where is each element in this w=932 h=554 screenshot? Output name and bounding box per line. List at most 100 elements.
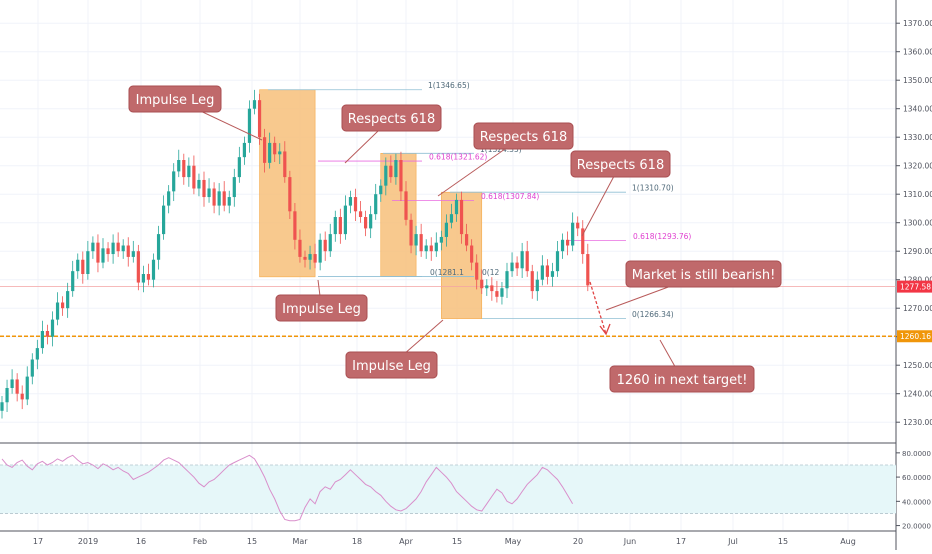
candle-body [50, 319, 55, 337]
candle-body [470, 245, 474, 263]
callout-impulse-1: Impulse Leg [136, 93, 215, 108]
time-tick-label: 17 [33, 537, 43, 546]
candle-body [263, 137, 267, 163]
time-tick-label: May [505, 537, 522, 546]
candle-body [10, 379, 14, 388]
candle-body [61, 302, 65, 309]
candle-body [545, 265, 549, 277]
candle-body [348, 197, 353, 206]
fib-label: 0(1266.34) [632, 310, 674, 319]
candle-body [520, 251, 524, 269]
candle-body [581, 228, 585, 255]
candle-body [389, 165, 393, 178]
candle-body [212, 188, 216, 206]
candle-body [449, 214, 454, 223]
candle-body [404, 191, 408, 220]
candle-body [490, 285, 494, 292]
candle-body [25, 376, 29, 400]
rsi-tick-label: 40.0000 [902, 498, 931, 506]
callout-bearish: Market is still bearish! [632, 268, 776, 283]
callout-respects-2: Respects 618 [480, 130, 567, 145]
candle-body [15, 379, 19, 394]
candle-body [76, 259, 80, 272]
callout-respects-3: Respects 618 [577, 158, 664, 173]
candle-body [182, 160, 186, 178]
candle-body [121, 245, 125, 252]
candle-body [338, 217, 342, 235]
candle-body [399, 160, 403, 192]
price-tick-label: 1270.00 [903, 304, 932, 313]
candle-body [217, 191, 221, 206]
candle-body [576, 222, 580, 229]
time-tick-label: Feb [193, 537, 207, 546]
price-tick-label: 1300.00 [903, 219, 932, 228]
rsi-tick-label: 80.0000 [902, 450, 931, 458]
candle-body [177, 160, 181, 172]
time-tick-label: Aug [840, 537, 856, 546]
candle-body [96, 242, 100, 263]
candle-body [162, 205, 166, 235]
impulse-zone-1 [259, 89, 316, 278]
candle-body [414, 234, 418, 246]
price-tick-label: 1360.00 [903, 48, 932, 57]
candle-body [328, 234, 332, 252]
callout-respects-1: Respects 618 [348, 112, 435, 127]
candle-body [131, 251, 135, 257]
price-tick-label: 1280.00 [903, 276, 932, 285]
time-tick-label: 15 [452, 537, 462, 546]
fib-label: 0.618(1307.84) [481, 192, 539, 201]
candle-body [252, 100, 257, 109]
callout-impulse-2: Impulse Leg [282, 302, 361, 317]
candle-body [353, 197, 358, 212]
candle-body [480, 279, 484, 289]
projection-arrowhead [599, 323, 611, 336]
candle-body [232, 177, 236, 198]
fib-label: 0.618(1293.76) [633, 232, 691, 241]
candle-body [560, 239, 565, 252]
price-tick-label: 1370.00 [903, 19, 932, 28]
candle-body [126, 245, 130, 257]
candle-body [151, 259, 156, 280]
candle-body [465, 234, 469, 246]
candle-body [247, 108, 252, 143]
candle-body [571, 222, 575, 246]
price-tick-label: 1240.00 [903, 390, 932, 399]
candle-body [525, 251, 529, 272]
target-badge-label: 1260.16 [900, 332, 931, 341]
time-tick-label: Apr [399, 537, 414, 546]
candle-body [374, 194, 378, 215]
candle-body [202, 179, 206, 198]
candle-body [379, 185, 383, 195]
candle-body [323, 239, 327, 252]
fib-label: 0(12 [482, 268, 499, 277]
candle-body [116, 242, 120, 252]
rsi-tick-label: 60.0000 [902, 474, 931, 482]
candle-body [40, 331, 44, 349]
candle-body [313, 254, 317, 263]
target-badge [897, 330, 932, 343]
candle-body [303, 256, 307, 260]
candle-body [540, 265, 544, 280]
callout-impulse-3: Impulse Leg [352, 359, 431, 374]
callout-box [625, 260, 782, 288]
candle-body [364, 217, 368, 229]
candle-body [0, 402, 4, 411]
candle-body [111, 242, 115, 255]
candle-body [384, 165, 388, 186]
candle-body [55, 302, 60, 320]
candle-body [454, 199, 459, 215]
fib-label: 0.618(1321.62) [429, 153, 487, 162]
candle-body [237, 157, 241, 178]
callout-box [570, 150, 671, 178]
candle-body [439, 236, 443, 243]
candle-body [459, 199, 464, 235]
candle-body [505, 271, 509, 289]
candle-body [555, 251, 560, 272]
candle-body [485, 285, 489, 289]
candle-body [222, 191, 226, 206]
callout-target: 1260 in next target! [617, 373, 748, 388]
candle-body [207, 188, 211, 198]
fib-label: 1(1310.70) [632, 184, 674, 193]
